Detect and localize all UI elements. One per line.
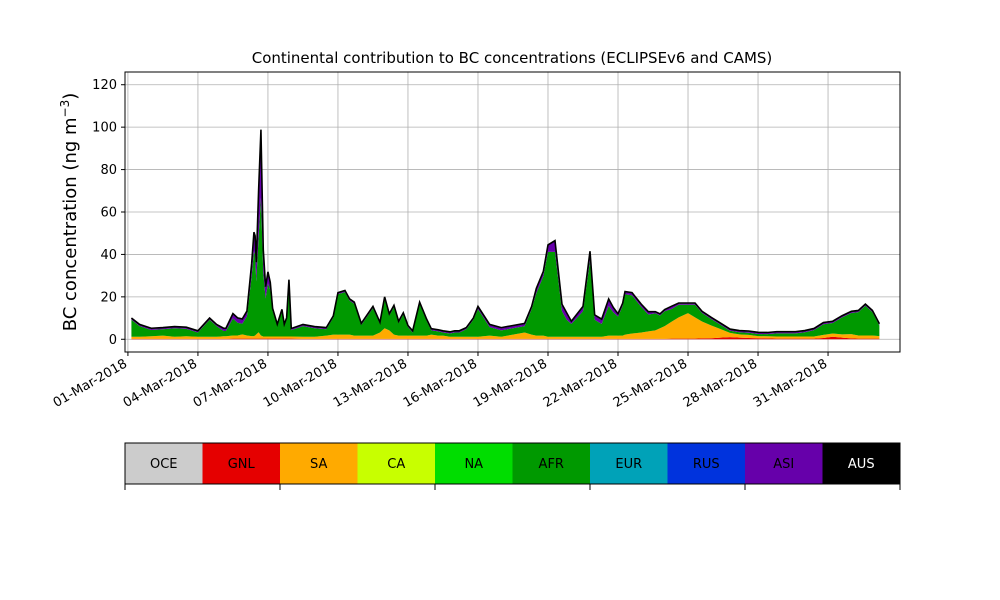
legend-label-oce: OCE [150,457,178,472]
legend-swatch-aus [822,443,900,484]
x-tick-label: 01-Mar-2018 [51,356,130,410]
legend-label-sa: SA [310,457,327,472]
axes: 0 20 40 60 80 100 120 01-Mar-201804-Mar-201807-… [51,71,901,411]
x-tick-label: 04-Mar-2018 [121,356,200,410]
legend-swatch-gnl [202,443,280,484]
stacked-areas [130,129,881,340]
y-tick-label: 120 [92,78,117,93]
y-tick-label: 0 [109,333,117,348]
area-aus [131,129,880,334]
x-tick-label: 31-Mar-2018 [751,356,830,410]
legend-swatch-rus [667,443,745,484]
y-axis-label-exponent: −3 [58,100,72,118]
legend-label-asi: ASI [773,457,794,472]
area-sa [131,313,880,339]
chart-title: Continental contribution to BC concentra… [252,49,773,67]
legend-swatch-sa [280,443,358,484]
legend-label-na: NA [464,457,483,472]
legend-swatch-eur [590,443,668,484]
legend-swatch-na [435,443,513,484]
grid [125,72,900,352]
legend-label-afr: AFR [539,457,564,472]
legend-swatch-afr [512,443,590,484]
legend-swatch-ca [357,443,435,484]
legend-label-eur: EUR [615,457,642,472]
y-tick-label: 20 [100,290,117,305]
legend-swatch-oce [125,443,203,484]
x-tick-label: 25-Mar-2018 [611,356,690,410]
legend-label-gnl: GNL [228,457,256,472]
y-axis-label: BC concentration (ng m−3) [58,93,81,332]
x-tick-label: 16-Mar-2018 [401,356,480,410]
area-asi [131,133,880,335]
legend-label-rus: RUS [693,457,720,472]
y-axis-label-close: ) [60,93,81,100]
x-tick-label: 19-Mar-2018 [471,356,550,410]
y-tick-label: 40 [100,248,117,263]
y-tick-label: 100 [92,121,117,136]
x-tick-label: 22-Mar-2018 [541,356,620,410]
legend-colorbar: OCE GNL SA CA NA AFR EUR RUS ASI AUS [124,442,901,490]
x-tick-label: 07-Mar-2018 [191,356,270,410]
y-axis-label-text: BC concentration (ng m [60,117,81,331]
total-outline [130,129,881,334]
legend-label-ca: CA [387,457,405,472]
x-tick-label: 10-Mar-2018 [261,356,340,410]
legend-label-aus: AUS [848,457,875,472]
legend-swatch-asi [745,443,823,484]
x-tick-label: 28-Mar-2018 [681,356,760,410]
y-tick-label: 80 [100,163,117,178]
y-tick-label: 60 [100,206,117,221]
x-tick-label: 13-Mar-2018 [331,356,410,410]
legend-frame [124,442,901,485]
